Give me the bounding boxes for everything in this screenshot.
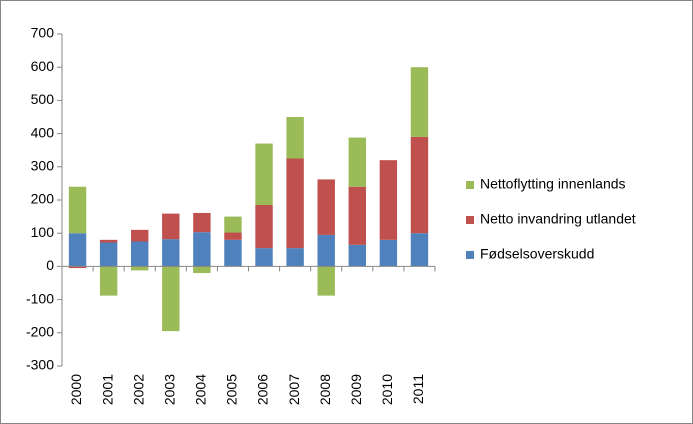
bar [99, 242, 118, 267]
y-tick-label: 100 [31, 224, 55, 240]
bar [286, 117, 304, 159]
bar [348, 137, 366, 187]
x-tick-label: 2002 [130, 374, 146, 405]
bar [193, 232, 211, 267]
y-tick-label: -100 [26, 290, 54, 306]
x-tick-label: 2004 [193, 374, 209, 405]
bar [317, 266, 335, 296]
bar [99, 239, 118, 243]
x-tick-label: 2011 [410, 374, 426, 404]
y-tick-label: 500 [31, 91, 55, 107]
legend-label: Netto invandring utlandet [480, 211, 636, 227]
bar [348, 244, 366, 267]
bar [99, 266, 118, 296]
x-tick-label: 2005 [224, 374, 240, 405]
x-tick-label: 2001 [99, 374, 115, 405]
bar [162, 266, 180, 332]
y-tick-label: 200 [31, 191, 55, 207]
bar [286, 158, 304, 249]
y-tick-label: 300 [31, 158, 55, 174]
bar [68, 233, 87, 267]
bar [410, 67, 429, 137]
bar [224, 216, 242, 233]
bar [162, 213, 180, 240]
x-tick-label: 2006 [255, 374, 271, 405]
legend-label: Nettoflytting innenlands [480, 176, 626, 192]
legend-swatch [466, 216, 474, 224]
bar [255, 248, 273, 267]
y-tick-label: 700 [31, 25, 55, 41]
bar [410, 136, 429, 234]
bar [317, 234, 335, 267]
bar [410, 233, 429, 267]
bar [131, 241, 149, 267]
x-tick-label: 2010 [379, 374, 395, 405]
x-tick-label: 2008 [317, 374, 333, 405]
bar [193, 212, 211, 233]
y-tick-label: -200 [26, 324, 54, 340]
x-tick-label: 2007 [286, 374, 302, 405]
bar [224, 232, 242, 240]
legend-swatch [466, 181, 474, 189]
y-tick-label: -300 [26, 357, 54, 373]
y-tick-label: 600 [31, 58, 55, 74]
x-tick-label: 2000 [68, 374, 84, 405]
bar [224, 239, 242, 267]
bar [68, 186, 87, 234]
bar [255, 204, 273, 249]
x-tick-label: 2009 [348, 374, 364, 405]
bar [193, 266, 211, 274]
legend-swatch [466, 251, 474, 259]
bar [131, 229, 149, 242]
bar [317, 179, 335, 235]
bar [379, 160, 398, 240]
bar [255, 143, 273, 205]
legend-label: Fødselsoverskudd [480, 246, 594, 262]
bar [131, 266, 149, 271]
x-tick-label: 2003 [161, 374, 177, 405]
y-tick-label: 400 [31, 124, 55, 140]
bar [348, 186, 366, 245]
bar [162, 239, 180, 267]
y-tick-label: 0 [46, 257, 54, 273]
bar [379, 239, 398, 267]
bar [68, 266, 87, 269]
bar [286, 248, 304, 267]
